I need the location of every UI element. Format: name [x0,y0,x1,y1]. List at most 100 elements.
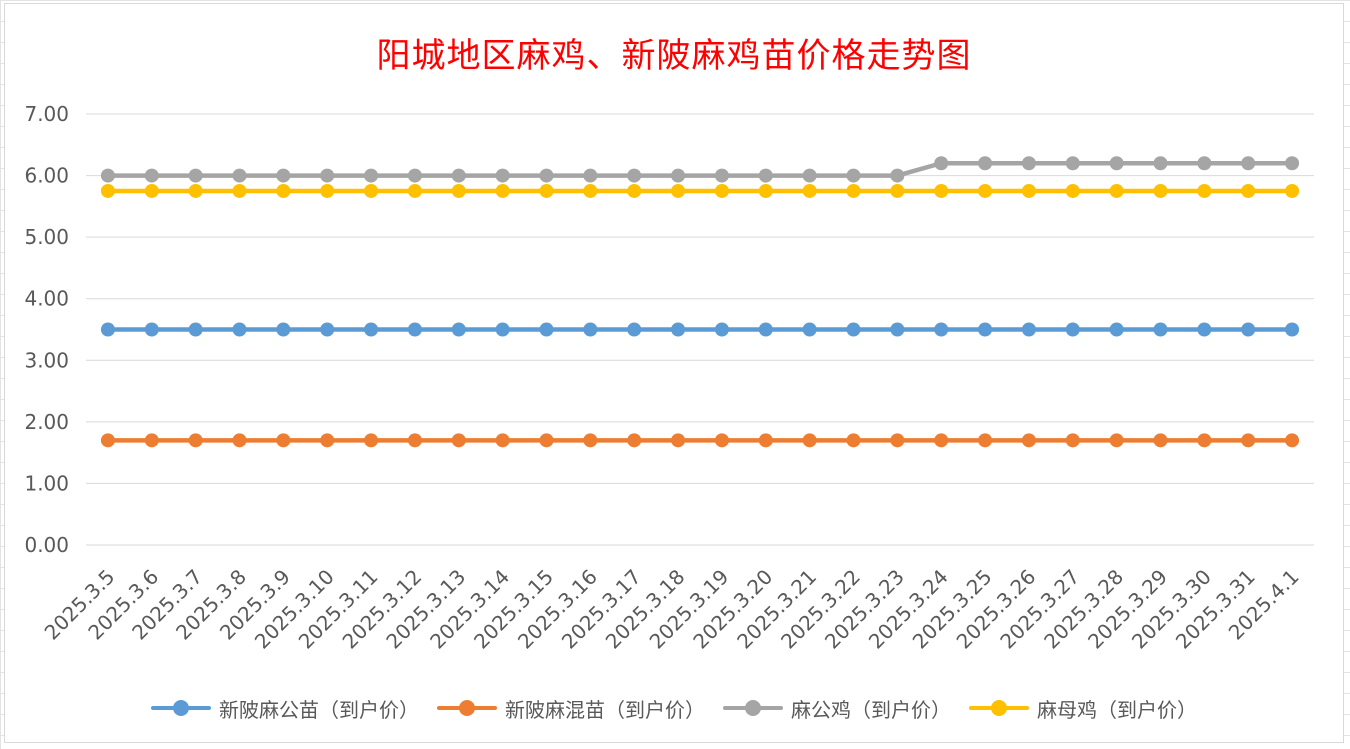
data-point [583,322,598,337]
data-point [539,433,554,448]
data-point [232,168,247,183]
data-point [320,433,335,448]
data-point [144,322,159,337]
data-point [495,168,510,183]
data-point [539,168,554,183]
data-point [451,183,466,198]
data-point [188,433,203,448]
data-point [100,183,115,198]
data-point [407,168,422,183]
data-point [364,183,379,198]
data-point [364,322,379,337]
data-point [1285,183,1300,198]
legend-label: 新陂麻公苗（到户价） [219,697,419,722]
plot-area: 0.001.002.003.004.005.006.007.002025.3.5… [24,102,1314,654]
y-tick-label: 6.00 [24,164,69,188]
data-point [890,322,905,337]
data-point [320,168,335,183]
data-point [934,322,949,337]
data-point [1109,156,1124,171]
data-point [934,433,949,448]
data-point [100,322,115,337]
data-point [671,183,686,198]
data-point [451,322,466,337]
data-point [671,322,686,337]
data-point [846,168,861,183]
legend-swatch [723,698,783,718]
data-point [583,183,598,198]
data-point [671,168,686,183]
data-point [978,433,993,448]
data-point [495,433,510,448]
data-point [188,322,203,337]
data-point [758,183,773,198]
data-point [758,433,773,448]
data-point [583,433,598,448]
chart-area[interactable]: 阳城地区麻鸡、新陂麻鸡苗价格走势图 0.00 1.00 2.00 3.00 4.00 5.… [4,3,1344,743]
chart-title: 阳城地区麻鸡、新陂麻鸡苗价格走势图 [376,36,972,76]
data-point [1197,322,1212,337]
data-point [232,433,247,448]
data-point [978,183,993,198]
data-point [276,433,291,448]
legend-label: 新陂麻混苗（到户价） [505,697,705,722]
data-point [276,183,291,198]
data-point [1021,156,1036,171]
data-point [583,168,598,183]
data-point [627,322,642,337]
legend-swatch [969,698,1029,718]
data-point [320,183,335,198]
data-point [802,168,817,183]
data-point [846,183,861,198]
data-point [714,322,729,337]
data-point [1241,156,1256,171]
y-tick-label: 4.00 [24,287,69,311]
data-point [539,183,554,198]
data-point [100,433,115,448]
y-tick-label: 3.00 [24,348,69,372]
data-point [714,168,729,183]
data-point [714,183,729,198]
legend-label: 麻公鸡（到户价） [791,697,951,722]
data-point [934,156,949,171]
y-tick-label: 5.00 [24,225,69,249]
chart-legend: 新陂麻公苗（到户价） 新陂麻混苗（到户价） 麻公鸡（到户价） 麻母鸡（到户价） [5,692,1343,724]
data-point [1153,433,1168,448]
data-point [1109,183,1124,198]
data-point [495,183,510,198]
data-point [144,433,159,448]
data-point [495,322,510,337]
legend-item: 麻公鸡（到户价） [723,694,951,723]
data-point [1197,433,1212,448]
data-point [758,168,773,183]
data-point [934,183,949,198]
data-point [144,168,159,183]
legend-item: 新陂麻公苗（到户价） [151,694,419,723]
data-point [846,433,861,448]
series-line-3 [107,161,1293,178]
data-point [1065,322,1080,337]
data-point [407,322,422,337]
data-point [890,168,905,183]
data-point [627,168,642,183]
data-point [802,433,817,448]
data-point [890,183,905,198]
data-point [1021,322,1036,337]
data-point [1285,433,1300,448]
data-point [1109,433,1124,448]
legend-item: 新陂麻混苗（到户价） [437,694,705,723]
data-point [1109,322,1124,337]
legend-swatch [437,698,497,718]
data-point [1065,156,1080,171]
data-point [1153,183,1168,198]
y-tick-label: 0.00 [24,533,69,557]
data-point [188,168,203,183]
data-point [407,183,422,198]
data-point [978,156,993,171]
data-point [1065,183,1080,198]
data-point [188,183,203,198]
data-point [627,183,642,198]
data-point [890,433,905,448]
data-point [364,168,379,183]
data-point [671,433,686,448]
